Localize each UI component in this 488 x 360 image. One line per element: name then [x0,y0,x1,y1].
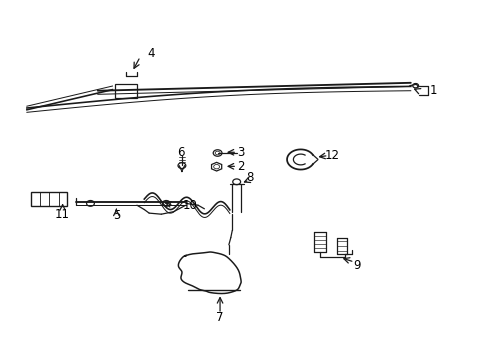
Text: 9: 9 [352,259,360,272]
Text: 7: 7 [216,311,224,324]
Circle shape [178,163,185,168]
Text: 6: 6 [177,146,184,159]
Text: 11: 11 [55,208,70,221]
Text: 5: 5 [112,209,120,222]
Text: 2: 2 [237,160,244,173]
Polygon shape [211,162,221,171]
Circle shape [86,201,94,206]
Circle shape [215,151,220,155]
FancyBboxPatch shape [115,84,137,98]
Text: 3: 3 [237,146,244,159]
Text: 8: 8 [246,171,254,184]
Circle shape [232,179,240,185]
Text: 1: 1 [428,84,436,97]
Text: 4: 4 [147,47,155,60]
Circle shape [213,165,219,169]
Circle shape [162,201,170,206]
FancyBboxPatch shape [31,192,67,206]
Text: 10: 10 [182,199,197,212]
Circle shape [213,150,222,156]
Text: 12: 12 [325,149,339,162]
